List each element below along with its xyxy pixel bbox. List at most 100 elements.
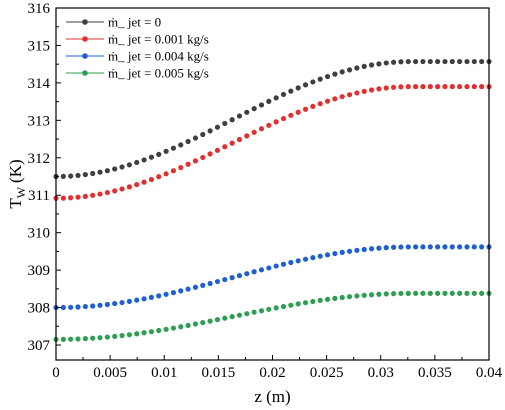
data-point (324, 296, 331, 302)
data-point (163, 148, 169, 154)
data-point (332, 71, 338, 77)
data-point (192, 321, 199, 327)
data-point (354, 247, 360, 253)
data-point (170, 290, 177, 296)
data-point (354, 90, 360, 96)
data-point (244, 271, 250, 277)
data-point (295, 85, 301, 91)
data-point (339, 294, 345, 301)
data-points-layer (53, 58, 492, 343)
data-point (200, 282, 206, 288)
data-point (156, 151, 162, 157)
data-point (163, 171, 169, 177)
data-point (185, 322, 191, 328)
data-point (156, 293, 162, 299)
data-point (354, 65, 360, 71)
data-point (317, 253, 323, 259)
data-point (207, 318, 213, 324)
data-point (368, 62, 375, 68)
data-point (112, 300, 118, 307)
data-point (134, 331, 140, 337)
data-point (471, 58, 477, 65)
data-point (413, 84, 419, 90)
data-point (479, 244, 485, 250)
data-point (346, 92, 353, 98)
data-point (413, 290, 419, 296)
data-point (75, 304, 81, 310)
data-point (405, 244, 411, 250)
data-point (90, 335, 96, 341)
data-point (295, 109, 301, 115)
data-point (295, 258, 301, 264)
data-point (119, 164, 125, 170)
data-point (361, 63, 367, 70)
data-point (156, 327, 162, 334)
data-point (141, 179, 147, 185)
data-point (310, 103, 316, 110)
data-point (104, 189, 110, 196)
data-point (258, 308, 265, 314)
data-point (170, 325, 177, 331)
data-point (302, 82, 309, 88)
y-tick-label: 311 (28, 188, 50, 204)
data-point (266, 306, 272, 312)
y-axis-label-main: T (6, 198, 25, 209)
data-point (200, 154, 206, 161)
data-point (178, 164, 184, 171)
data-point (82, 171, 88, 178)
data-point (134, 297, 140, 303)
data-point (68, 336, 74, 342)
data-point (398, 244, 404, 250)
data-point (258, 267, 265, 273)
data-point (302, 256, 309, 262)
data-point (413, 58, 419, 65)
x-tick-label: 0.03 (368, 365, 394, 381)
data-point (104, 168, 110, 174)
data-point (207, 280, 213, 287)
data-point (236, 312, 243, 318)
x-tick-label: 0.005 (93, 365, 127, 381)
data-point (244, 109, 250, 115)
data-point (280, 115, 287, 122)
data-point (405, 290, 411, 296)
data-point (244, 133, 250, 139)
data-point (222, 276, 228, 283)
data-point (266, 98, 272, 104)
data-point (126, 184, 132, 190)
y-axis-label-unit: (K) (6, 159, 25, 183)
y-axis-label-subscript: W (14, 186, 28, 198)
x-tick-label: 0.025 (310, 365, 344, 381)
data-point (266, 122, 272, 128)
data-point (464, 84, 470, 90)
data-point (405, 84, 411, 90)
data-point (141, 296, 147, 302)
data-point (185, 138, 191, 145)
data-point (178, 142, 184, 148)
data-point (60, 336, 66, 342)
data-point (148, 176, 155, 183)
data-point (383, 291, 389, 297)
data-point (390, 59, 397, 65)
data-point (427, 84, 433, 90)
data-point (457, 58, 463, 65)
data-point (251, 269, 257, 275)
data-point (222, 120, 228, 127)
data-point (163, 291, 169, 297)
legend-marker (82, 70, 88, 76)
data-point (449, 244, 455, 250)
data-point (332, 250, 338, 257)
data-point (471, 244, 477, 250)
data-point (280, 91, 287, 98)
data-point (449, 84, 455, 90)
data-point (170, 145, 177, 151)
data-point (442, 290, 448, 296)
data-point (266, 265, 272, 271)
data-point (112, 166, 118, 172)
data-point (97, 191, 103, 197)
data-point (398, 84, 404, 90)
data-point (214, 278, 221, 285)
data-point (82, 303, 88, 310)
data-point (383, 85, 389, 91)
data-point (398, 59, 404, 65)
